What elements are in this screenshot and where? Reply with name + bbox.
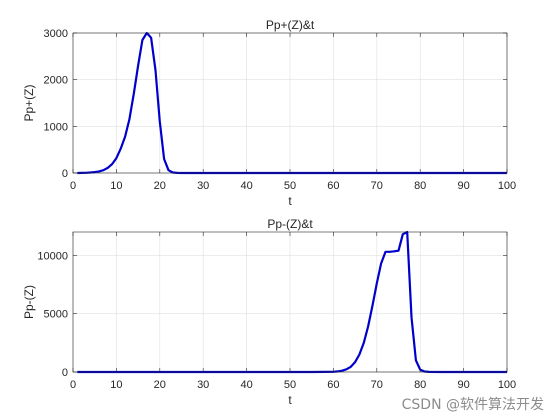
x-tick-label-bottom: 50 bbox=[284, 379, 296, 391]
x-tick-label-bottom: 100 bbox=[498, 379, 516, 391]
y-axis-label-bottom: Pp-(Z) bbox=[22, 285, 36, 319]
x-tick-label-top: 80 bbox=[414, 180, 426, 192]
x-tick-label-bottom: 40 bbox=[240, 379, 252, 391]
chart-title-top: Pp+(Z)&t bbox=[266, 18, 315, 32]
x-tick-label-top: 90 bbox=[457, 180, 469, 192]
x-tick-label-bottom: 90 bbox=[457, 379, 469, 391]
x-tick-label-bottom: 0 bbox=[70, 379, 76, 391]
x-axis-label-top: t bbox=[288, 194, 292, 208]
x-tick-label-top: 0 bbox=[70, 180, 76, 192]
y-axis-label-top: Pp+(Z) bbox=[22, 84, 36, 121]
x-tick-label-top: 60 bbox=[327, 180, 339, 192]
y-tick-label-bottom: 0 bbox=[62, 367, 68, 379]
watermark: CSDN @软件算法开发 bbox=[401, 397, 544, 413]
y-tick-label-bottom: 10000 bbox=[37, 250, 68, 262]
x-tick-label-top: 100 bbox=[498, 180, 516, 192]
x-tick-label-top: 70 bbox=[371, 180, 383, 192]
x-tick-label-top: 20 bbox=[154, 180, 166, 192]
x-tick-label-top: 40 bbox=[240, 180, 252, 192]
x-tick-label-top: 50 bbox=[284, 180, 296, 192]
x-tick-label-bottom: 30 bbox=[197, 379, 209, 391]
x-tick-label-bottom: 80 bbox=[414, 379, 426, 391]
x-tick-label-top: 30 bbox=[197, 180, 209, 192]
x-axis-label-bottom: t bbox=[288, 393, 292, 407]
subplot-bottom: 0 10 20 30 40 50 60 70 80 90 100 0 5000 10000 Pp-(Z)&… bbox=[22, 217, 516, 407]
y-tick-label-top: 1000 bbox=[44, 121, 68, 133]
y-tick-label-top: 3000 bbox=[44, 28, 68, 40]
x-tick-label-top: 10 bbox=[110, 180, 122, 192]
y-tick-label-top: 0 bbox=[62, 168, 68, 180]
chart-title-bottom: Pp-(Z)&t bbox=[267, 217, 313, 231]
ticks-bottom: 0 10 20 30 40 50 60 70 80 90 100 0 5000 10000 bbox=[37, 232, 516, 391]
y-tick-label-bottom: 5000 bbox=[44, 309, 68, 321]
y-tick-label-top: 2000 bbox=[44, 75, 68, 87]
x-tick-label-bottom: 20 bbox=[154, 379, 166, 391]
x-tick-label-bottom: 60 bbox=[327, 379, 339, 391]
x-tick-label-bottom: 70 bbox=[371, 379, 383, 391]
x-tick-label-bottom: 10 bbox=[110, 379, 122, 391]
